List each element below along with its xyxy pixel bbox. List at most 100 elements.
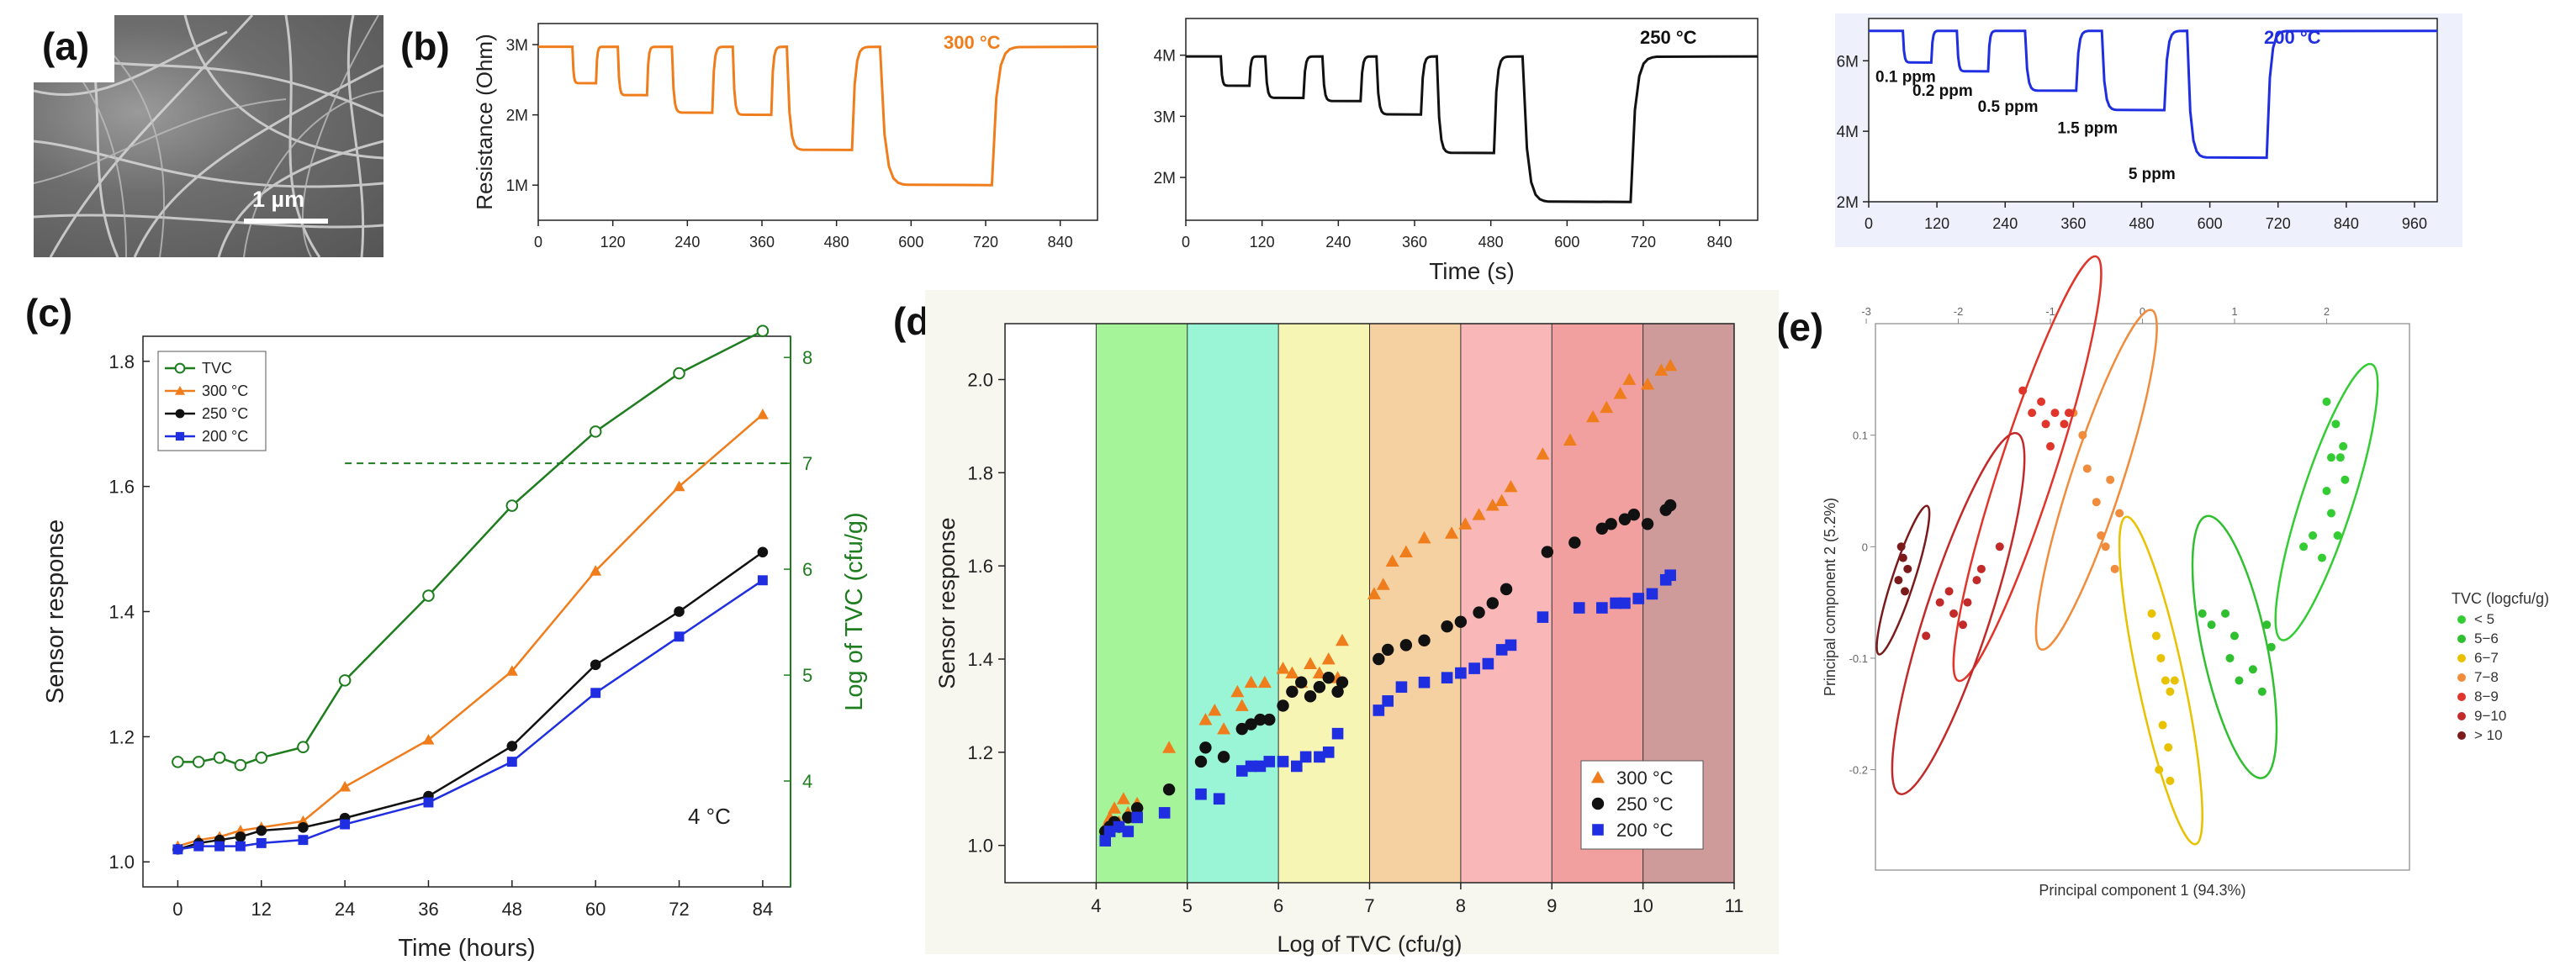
x-tick-label: 0 (534, 234, 542, 251)
data-point (1445, 526, 1459, 539)
data-point (193, 841, 204, 852)
chart-c-xlabel: Time (hours) (398, 935, 535, 962)
data-point (2333, 531, 2342, 541)
data-point (1418, 676, 1431, 688)
legend-label: 8−9 (2474, 688, 2499, 704)
data-point (2322, 486, 2331, 495)
data-point (1336, 676, 1349, 688)
data-point (2309, 531, 2318, 541)
data-point (1976, 564, 1986, 573)
data-point (1972, 576, 1981, 585)
data-point (1568, 536, 1581, 549)
chart-b2: 0 120 240 360 480 600 720 840 2M 3M 4M 250 °C Time (… (1154, 18, 1759, 284)
series-line (177, 579, 764, 851)
data-point (2115, 509, 2124, 518)
data-point (589, 425, 602, 438)
x-tick-label: 360 (2060, 215, 2086, 232)
x-tick-label: 6 (1273, 895, 1283, 916)
data-point (1613, 387, 1627, 399)
data-point (1122, 826, 1135, 837)
data-point (1441, 620, 1453, 633)
tvc-band (1460, 324, 1552, 883)
data-point (1331, 727, 1344, 740)
data-point (506, 757, 517, 768)
data-point (1313, 681, 1326, 694)
x-tick-label: 10 (1632, 895, 1653, 916)
x-tick-label: 240 (1325, 234, 1351, 251)
legend-label: 7−8 (2474, 669, 2499, 685)
data-point (2078, 430, 2087, 440)
data-point (422, 734, 435, 745)
data-point (757, 546, 769, 558)
y-tick-label: 1.8 (108, 351, 135, 372)
data-point (1213, 793, 1225, 805)
data-point (1235, 722, 1248, 736)
y-tick-label: 1.0 (967, 836, 993, 857)
chart-e-frame (1875, 323, 2410, 871)
data-point (1417, 530, 1431, 544)
data-point (2046, 441, 2055, 451)
data-point (1596, 602, 1608, 614)
data-point (2041, 419, 2050, 429)
data-point (192, 756, 205, 768)
data-point (213, 752, 226, 764)
legend-marker (1591, 797, 1605, 810)
data-point (2166, 687, 2175, 696)
data-point (2037, 397, 2046, 406)
x-tick-label: 120 (1924, 215, 1949, 232)
data-point (2097, 531, 2106, 541)
data-point (1458, 517, 1473, 530)
chart-c-ylabel: Sensor response (42, 520, 69, 704)
data-point (1468, 662, 1480, 674)
y-tick-label: 1.6 (108, 477, 135, 498)
panel-e-label: (e) (1776, 305, 1824, 349)
data-point (1254, 760, 1267, 773)
series-line (177, 551, 764, 851)
y2-tick-label: 6 (802, 559, 812, 580)
legend-marker (2457, 693, 2466, 701)
x-tick-label: 5 (1182, 895, 1193, 916)
x-tick-label: 4 (1091, 895, 1101, 916)
data-point (1376, 578, 1390, 590)
y-tick-label: 3M (506, 37, 528, 55)
y-tick-label: 0.1 (1853, 430, 1868, 442)
cluster-ellipse (2034, 309, 2158, 652)
data-point (172, 844, 183, 855)
ppm-annotation: 0.5 ppm (1978, 98, 2039, 116)
legend-marker (2457, 615, 2466, 624)
x-tick-label: 360 (749, 234, 775, 251)
data-point (1108, 801, 1122, 814)
data-point (1263, 756, 1276, 768)
data-point (1217, 751, 1230, 763)
cluster-ellipse (1875, 504, 1931, 656)
panel-a-label-box (34, 15, 114, 82)
data-point (1641, 518, 1654, 530)
legend-label: < 5 (2474, 611, 2494, 627)
legend-marker (2457, 731, 2466, 740)
data-point (1399, 545, 1413, 557)
x-tick-label: 240 (674, 234, 700, 251)
legend-label: TVC (202, 360, 232, 377)
data-point (1441, 672, 1453, 683)
data-point (1385, 554, 1399, 567)
data-point (423, 797, 434, 808)
data-point (1304, 657, 1318, 669)
data-point (2155, 765, 2164, 774)
y-tick-label: 1.4 (108, 602, 135, 623)
data-point (756, 324, 770, 338)
data-point (1195, 788, 1207, 800)
x-tick-label: 0 (1182, 234, 1190, 251)
chart-b3-trace (1869, 29, 2438, 160)
x-tick-label: 720 (973, 234, 998, 251)
legend-label: 9−10 (2474, 708, 2506, 724)
data-point (2092, 498, 2101, 507)
data-point (2339, 441, 2348, 451)
data-point (2230, 631, 2239, 641)
data-point (1217, 722, 1231, 735)
data-point (1472, 508, 1486, 520)
legend-label: 300 °C (202, 382, 248, 399)
data-point (1586, 409, 1600, 423)
data-point (673, 367, 685, 380)
data-point (2317, 553, 2326, 562)
